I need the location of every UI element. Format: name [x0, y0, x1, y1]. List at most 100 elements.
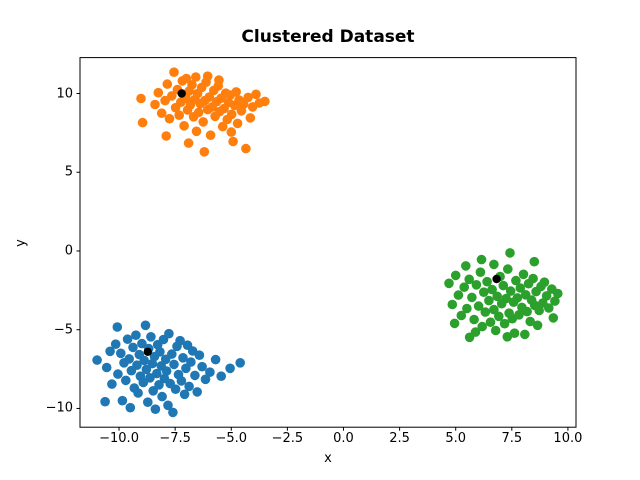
- cluster-green-point: [534, 305, 544, 316]
- cluster-blue-point: [125, 402, 136, 413]
- cluster-green-point: [490, 325, 501, 336]
- cluster-green-point: [522, 306, 532, 317]
- cluster-blue-point: [169, 359, 179, 370]
- x-axis-label: x: [324, 451, 332, 466]
- cluster-blue-point: [121, 375, 131, 386]
- cluster-blue-point: [107, 379, 117, 389]
- cluster-green-point: [471, 280, 482, 290]
- cluster-orange-point: [191, 126, 202, 137]
- cluster-orange-point: [161, 131, 171, 141]
- cluster-blue-point: [133, 388, 143, 398]
- cluster-blue-point: [225, 363, 235, 374]
- cluster-green-point: [461, 261, 471, 271]
- cluster-green-point: [479, 287, 489, 298]
- cluster-green-point: [550, 296, 560, 306]
- cluster-green-point: [528, 273, 538, 284]
- cluster-orange-point: [153, 87, 164, 98]
- cluster-blue-point: [141, 364, 152, 375]
- cluster-green-point: [450, 270, 461, 281]
- cluster-blue-point: [167, 349, 177, 359]
- cluster-orange-point: [214, 75, 224, 85]
- cluster-blue-point: [105, 346, 115, 357]
- y-tick-label: −10: [45, 400, 73, 416]
- cluster-green-point: [464, 274, 475, 285]
- cluster-blue-point: [110, 339, 121, 350]
- cluster-green-point: [475, 267, 486, 278]
- cluster-green-point: [453, 290, 464, 300]
- cluster-blue-point: [178, 353, 188, 363]
- cluster-green-point: [511, 275, 521, 286]
- x-tick-label: −2.5: [271, 431, 304, 446]
- cluster-green-point: [553, 288, 563, 299]
- cluster-blue-point: [137, 338, 147, 349]
- cluster-blue-point: [175, 335, 185, 346]
- cluster-blue-point: [157, 391, 167, 402]
- cluster-orange-point: [199, 147, 210, 157]
- cluster-orange-point: [198, 117, 208, 127]
- cluster-blue-point: [140, 320, 151, 331]
- cluster-orange-point: [167, 91, 177, 101]
- cluster-blue-point: [113, 369, 123, 379]
- cluster-orange-point: [232, 118, 243, 129]
- cluster-green-point: [544, 303, 554, 313]
- cluster-green-point: [518, 269, 529, 280]
- cluster-blue-point: [170, 384, 181, 395]
- cluster-blue-point: [116, 348, 126, 359]
- cluster-green-point: [447, 299, 458, 310]
- cluster-green-point: [498, 280, 509, 291]
- cluster-green-point: [512, 293, 523, 303]
- cluster-orange-point: [205, 130, 216, 140]
- x-tick-label: −7.5: [159, 431, 191, 446]
- x-tick-label: 0.0: [333, 431, 354, 446]
- cluster-green-point: [492, 291, 503, 302]
- cluster-blue-point: [200, 374, 211, 385]
- cluster-green-point: [449, 318, 460, 329]
- axis-ticks: [76, 93, 569, 431]
- cluster-green-point: [485, 317, 496, 328]
- cluster-green-point: [505, 248, 515, 258]
- cluster-blue-point: [124, 354, 134, 364]
- cluster-blue-point: [152, 368, 162, 379]
- cluster-blue-point: [101, 362, 112, 373]
- cluster-green-point: [456, 310, 467, 321]
- axes-box: [79, 57, 577, 428]
- x-tick-label: 7.5: [501, 431, 523, 446]
- cluster-blue-point: [205, 367, 215, 378]
- cluster-green-point: [505, 286, 516, 296]
- y-axis-label: y: [13, 239, 29, 247]
- cluster-orange-point: [179, 121, 189, 131]
- cluster-blue-point: [176, 376, 187, 386]
- cluster-green-point: [484, 295, 494, 306]
- cluster-blue-point: [163, 400, 173, 411]
- cluster-blue-point: [154, 380, 164, 390]
- cluster-green-point: [489, 259, 499, 270]
- cluster-blue-point: [146, 332, 156, 342]
- cluster-green-point: [476, 254, 487, 265]
- cluster-orange-point: [150, 99, 160, 110]
- cluster-orange-point: [174, 110, 184, 120]
- cluster-green-point: [462, 303, 472, 314]
- cluster-blue-point: [184, 381, 194, 392]
- cluster-orange-point: [160, 95, 170, 106]
- cluster-orange-point: [217, 121, 228, 132]
- cluster-orange-point: [260, 96, 270, 107]
- cluster-blue-point: [192, 387, 202, 397]
- cluster-orange-point: [245, 113, 256, 123]
- scatter-points: [92, 67, 563, 418]
- cluster-green-point: [515, 283, 526, 293]
- cluster-orange-point: [243, 92, 253, 103]
- cluster-blue-point: [194, 350, 205, 361]
- cluster-green-point: [548, 313, 559, 323]
- cluster-blue-point: [128, 342, 138, 353]
- cluster-green-point: [477, 321, 488, 332]
- cluster-blue-point: [161, 366, 172, 376]
- cluster-blue-point: [150, 404, 161, 415]
- cluster-orange-point: [238, 99, 249, 109]
- cluster-orange-point: [231, 87, 241, 97]
- cluster-green-point: [541, 291, 552, 301]
- cluster-green-point: [509, 328, 520, 339]
- cluster-green-point: [502, 332, 513, 342]
- cluster-green-point: [529, 256, 540, 267]
